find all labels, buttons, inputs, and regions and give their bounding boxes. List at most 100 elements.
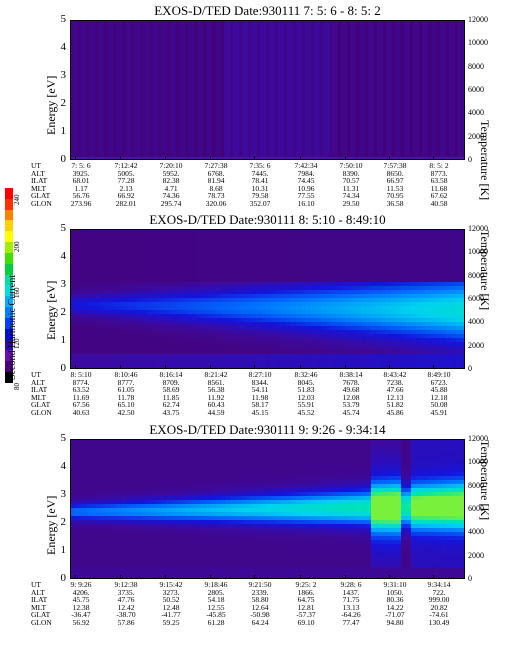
heatmap-cell bbox=[136, 552, 141, 556]
heatmap-cell bbox=[436, 362, 441, 366]
heatmap-cell bbox=[281, 326, 286, 330]
heatmap-cell bbox=[351, 258, 356, 262]
heatmap-cell bbox=[266, 460, 271, 464]
heatmap-cell bbox=[121, 346, 126, 350]
heatmap-cell bbox=[96, 496, 101, 500]
heatmap-cell bbox=[251, 298, 256, 302]
heatmap-cell bbox=[321, 358, 326, 362]
heatmap-cell bbox=[226, 338, 231, 342]
heatmap-cell bbox=[201, 350, 206, 354]
heatmap-cell bbox=[316, 366, 321, 368]
heatmap-cell bbox=[86, 270, 91, 274]
heatmap-cell bbox=[326, 484, 331, 488]
heatmap-cell bbox=[421, 326, 426, 330]
heatmap-cell bbox=[376, 278, 381, 282]
heatmap-cell bbox=[326, 516, 331, 520]
heatmap-cell bbox=[461, 358, 464, 362]
heatmap-cell bbox=[266, 468, 271, 472]
heatmap-cell bbox=[131, 350, 136, 354]
heatmap-cell bbox=[366, 326, 371, 330]
heatmap-cell bbox=[151, 440, 156, 444]
heatmap-cell bbox=[281, 572, 286, 576]
heatmap-cell bbox=[246, 532, 251, 536]
heatmap-cell bbox=[206, 358, 211, 362]
heatmap-cell bbox=[106, 500, 111, 504]
heatmap-cell bbox=[461, 342, 464, 346]
orbit-cell: 43.75 bbox=[162, 408, 180, 417]
heatmap-cell bbox=[131, 314, 136, 318]
heatmap-cell bbox=[416, 358, 421, 362]
heatmap-cell bbox=[191, 338, 196, 342]
heatmap-cell bbox=[241, 492, 246, 496]
heatmap-cell bbox=[96, 330, 101, 334]
heatmap-cell bbox=[106, 342, 111, 346]
heatmap-cell bbox=[451, 250, 456, 254]
heatmap-cell bbox=[156, 512, 161, 516]
heatmap-cell bbox=[286, 302, 291, 306]
heatmap-cell bbox=[341, 286, 346, 290]
heatmap-cell bbox=[326, 568, 331, 572]
heatmap-cell bbox=[71, 560, 76, 564]
heatmap-cell bbox=[451, 254, 456, 258]
heatmap-cell bbox=[426, 254, 431, 258]
heatmap-cell bbox=[241, 444, 246, 448]
heatmap-cell bbox=[96, 302, 101, 306]
heatmap-cell bbox=[116, 270, 121, 274]
heatmap-cell bbox=[91, 560, 96, 564]
heatmap-cell bbox=[276, 548, 281, 552]
heatmap-cell bbox=[296, 290, 301, 294]
heatmap-cell bbox=[96, 464, 101, 468]
heatmap-cell bbox=[206, 448, 211, 452]
heatmap-cell bbox=[276, 512, 281, 516]
heatmap-cell bbox=[381, 294, 386, 298]
heatmap-cell bbox=[316, 306, 321, 310]
heatmap-cell bbox=[436, 318, 441, 322]
heatmap-cell bbox=[121, 270, 126, 274]
heatmap-cell bbox=[371, 282, 376, 286]
heatmap-cell bbox=[346, 338, 351, 342]
heatmap-cell bbox=[306, 572, 311, 576]
heatmap-cell bbox=[341, 242, 346, 246]
heatmap-cell bbox=[101, 302, 106, 306]
heatmap-cell bbox=[91, 362, 96, 366]
heatmap-cell bbox=[116, 238, 121, 242]
heatmap-cell bbox=[446, 338, 451, 342]
heatmap-cell bbox=[126, 246, 131, 250]
heatmap-cell bbox=[311, 532, 316, 536]
heatmap-cell bbox=[396, 238, 401, 242]
heatmap-cell bbox=[411, 282, 416, 286]
orbit-cell: 66.97 bbox=[386, 176, 404, 186]
panel-1-spectrogram bbox=[71, 21, 465, 160]
heatmap-cell bbox=[81, 246, 86, 250]
heatmap-cell bbox=[226, 496, 231, 500]
heatmap-cell bbox=[146, 302, 151, 306]
heatmap-cell bbox=[181, 552, 186, 556]
heatmap-cell bbox=[186, 298, 191, 302]
heatmap-cell bbox=[96, 310, 101, 314]
heatmap-cell bbox=[91, 234, 96, 238]
heatmap-column bbox=[464, 21, 465, 160]
heatmap-cell bbox=[176, 274, 181, 278]
heatmap-cell bbox=[91, 488, 96, 492]
heatmap-cell bbox=[226, 460, 231, 464]
heatmap-cell bbox=[96, 350, 101, 354]
heatmap-cell bbox=[101, 258, 106, 262]
heatmap-cell bbox=[196, 354, 201, 358]
heatmap-cell bbox=[226, 298, 231, 302]
heatmap-cell bbox=[71, 476, 76, 480]
heatmap-cell bbox=[331, 508, 336, 512]
heatmap-cell bbox=[121, 262, 126, 266]
heatmap-cell bbox=[126, 366, 131, 368]
heatmap-cell bbox=[126, 258, 131, 262]
heatmap-cell bbox=[276, 472, 281, 476]
heatmap-cell bbox=[416, 338, 421, 342]
heatmap-cell bbox=[181, 270, 186, 274]
heatmap-cell bbox=[316, 302, 321, 306]
heatmap-cell bbox=[76, 250, 81, 254]
heatmap-cell bbox=[71, 500, 76, 504]
heatmap-cell bbox=[446, 346, 451, 350]
heatmap-cell bbox=[181, 544, 186, 548]
heatmap-cell bbox=[216, 568, 221, 572]
heatmap-cell bbox=[216, 560, 221, 564]
heatmap-cell bbox=[111, 342, 116, 346]
